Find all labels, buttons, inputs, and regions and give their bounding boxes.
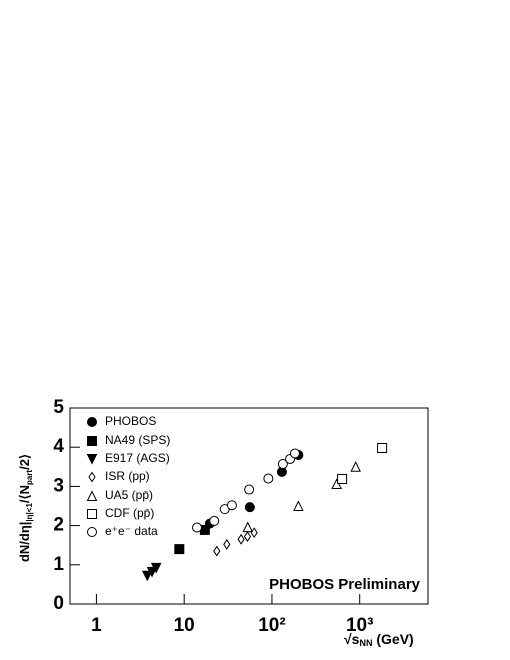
x-tick-label: 1 (91, 615, 102, 636)
data-point (209, 515, 220, 526)
data-point (141, 570, 153, 582)
legend-marker (87, 436, 97, 446)
legend-label: e⁺e⁻ data (105, 524, 158, 538)
legend-label: UA5 (pp̄) (105, 488, 153, 502)
y-label-mid: /⟨N (17, 485, 32, 503)
y-label-sub2: part (25, 470, 34, 485)
legend-label: CDF (pp̄) (105, 506, 154, 520)
y-axis-label: dN/dη||η|<1/⟨Npart/2⟩ (17, 454, 34, 562)
y-label-main: dN/dη| (17, 522, 32, 562)
legend-marker (87, 509, 97, 519)
y-label-sub: |η|<1 (25, 503, 34, 522)
y-tick-label: 2 (53, 515, 64, 536)
y-tick-label: 1 (53, 554, 64, 575)
x-label-unit: (GeV) (372, 631, 413, 647)
legend-marker (86, 490, 98, 501)
legend-label: ISR (pp) (105, 469, 150, 483)
legend-marker (87, 417, 97, 427)
data-point (244, 484, 255, 495)
data-point (289, 448, 300, 459)
data-point (263, 473, 274, 484)
y-tick-label: 0 (53, 593, 64, 614)
data-point (237, 533, 245, 545)
data-point (223, 539, 231, 550)
y-label-end: /2⟩ (17, 454, 32, 470)
y-tick-label: 5 (53, 397, 64, 418)
x-label-sub: NN (359, 638, 372, 648)
data-point (150, 562, 162, 574)
data-point (242, 521, 254, 533)
data-point (250, 527, 258, 539)
legend-marker (88, 471, 96, 483)
data-point (331, 478, 342, 490)
data-point (244, 502, 255, 513)
data-point (243, 531, 252, 542)
data-point (192, 522, 203, 533)
x-axis-label: √sNN (GeV) (344, 631, 414, 649)
x-tick-label: 10 (174, 615, 195, 636)
data-point (350, 461, 362, 472)
legend-label: NA49 (SPS) (105, 433, 170, 447)
data-point (174, 544, 185, 555)
data-point (293, 500, 304, 511)
data-point (377, 442, 388, 453)
y-tick-label: 4 (53, 436, 64, 457)
annotation: PHOBOS Preliminary (269, 576, 421, 593)
y-tick-label: 3 (53, 475, 64, 496)
legend-label: PHOBOS (105, 414, 156, 428)
data-point (226, 500, 237, 511)
x-tick-label: 10² (258, 615, 285, 636)
data-point (277, 459, 288, 470)
legend-marker (87, 527, 97, 537)
x-label-main: √s (344, 631, 360, 647)
legend-marker (86, 454, 98, 465)
plot-frame (69, 407, 429, 605)
data-point (213, 545, 221, 557)
data-point (337, 473, 348, 484)
x-tick-label: 10³ (346, 615, 373, 636)
legend-label: E917 (AGS) (105, 451, 170, 465)
